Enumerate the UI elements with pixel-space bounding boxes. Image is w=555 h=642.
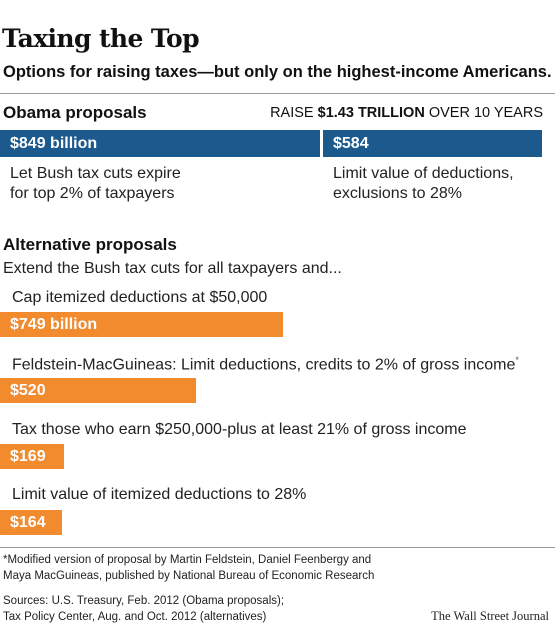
alt-label-1: Feldstein-MacGuineas: Limit deductions, … bbox=[12, 355, 519, 374]
obama-bar-value: $584 bbox=[333, 135, 369, 152]
alt-bar-value: $520 bbox=[10, 382, 46, 399]
alt-label-0: Cap itemized deductions at $50,000 bbox=[12, 289, 267, 307]
sources-line: Tax Policy Center, Aug. and Oct. 2012 (a… bbox=[3, 611, 267, 623]
footnote: *Modified version of proposal by Martin … bbox=[3, 552, 374, 584]
alt-bar-feldstein: $520 bbox=[0, 378, 196, 403]
alt-label-2: Tax those who earn $250,000-plus at leas… bbox=[12, 421, 467, 439]
obama-bar-value: $849 billion bbox=[10, 135, 98, 152]
divider-top bbox=[0, 93, 555, 94]
raise-suffix: OVER 10 YEARS bbox=[424, 105, 543, 121]
desc-line: for top 2% of taxpayers bbox=[10, 185, 175, 202]
sources-line: Sources: U.S. Treasury, Feb. 2012 (Obama… bbox=[3, 595, 285, 607]
chart-title: Taxing the Top bbox=[2, 24, 200, 53]
alt-label-3: Limit value of itemized deductions to 28… bbox=[12, 486, 306, 504]
alt-bar-cap-deductions: $749 billion bbox=[0, 312, 283, 337]
obama-heading: Obama proposals bbox=[3, 103, 147, 122]
publisher-credit: The Wall Street Journal bbox=[431, 609, 549, 623]
footnote-mark: * bbox=[515, 355, 519, 365]
alt-label-text: Feldstein-MacGuineas: Limit deductions, … bbox=[12, 356, 516, 374]
footnote-line: *Modified version of proposal by Martin … bbox=[3, 554, 372, 566]
alternative-heading: Alternative proposals bbox=[3, 235, 177, 254]
alt-label-text: Cap itemized deductions at $50,000 bbox=[12, 289, 268, 306]
raise-amount: $1.43 TRILLION bbox=[317, 105, 425, 121]
obama-desc-0: Let Bush tax cuts expire for top 2% of t… bbox=[10, 164, 181, 204]
desc-line: exclusions to 28% bbox=[333, 185, 462, 202]
raise-prefix: RAISE bbox=[270, 105, 318, 121]
alt-bar-value: $749 billion bbox=[10, 316, 98, 333]
alt-label-text: Tax those who earn $250,000-plus at leas… bbox=[12, 421, 467, 438]
obama-desc-1: Limit value of deductions, exclusions to… bbox=[333, 164, 514, 204]
obama-bar-bush-expire: $849 billion bbox=[0, 130, 320, 157]
desc-line: Let Bush tax cuts expire bbox=[10, 165, 181, 182]
desc-line: Limit value of deductions, bbox=[333, 165, 514, 182]
chart-subtitle: Options for raising taxes—but only on th… bbox=[3, 63, 552, 81]
obama-total-label: RAISE $1.43 TRILLION OVER 10 YEARS bbox=[270, 105, 543, 121]
alt-bar-limit-itemized: $164 bbox=[0, 510, 62, 535]
sources: Sources: U.S. Treasury, Feb. 2012 (Obama… bbox=[3, 593, 284, 625]
footnote-line: Maya MacGuineas, published by National B… bbox=[3, 570, 375, 582]
alt-bar-tax-250k: $169 bbox=[0, 444, 64, 469]
divider-bottom bbox=[0, 547, 555, 548]
alt-bar-value: $164 bbox=[10, 514, 46, 531]
obama-bar-limit-deductions: $584 bbox=[323, 130, 542, 157]
alt-label-text: Limit value of itemized deductions to 28… bbox=[12, 486, 307, 503]
alternative-intro: Extend the Bush tax cuts for all taxpaye… bbox=[3, 260, 342, 277]
alt-bar-value: $169 bbox=[10, 448, 46, 465]
